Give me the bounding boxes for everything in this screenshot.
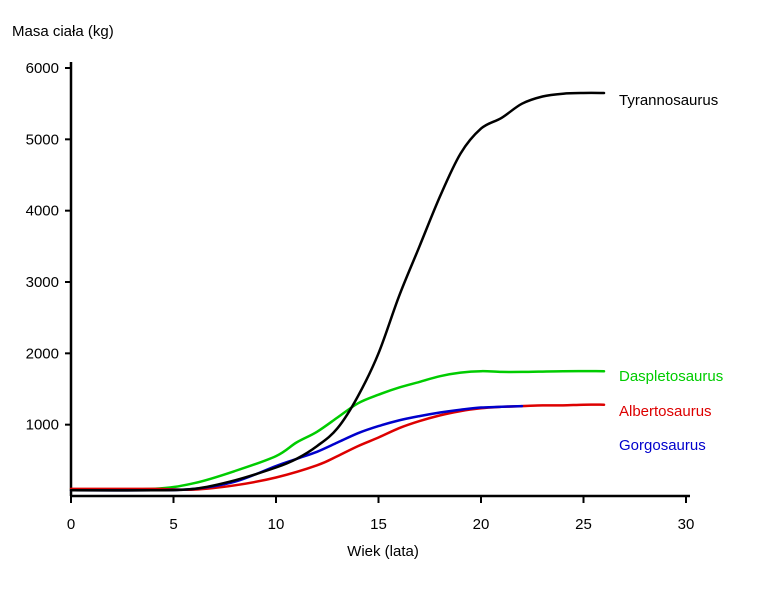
series-line-daspletosaurus xyxy=(69,369,606,491)
series-label-albertosaurus: Albertosaurus xyxy=(619,403,712,420)
y-tick-label: 5000 xyxy=(26,131,59,148)
y-axis-label: Masa ciała (kg) xyxy=(12,23,114,40)
series-label-gorgosaurus: Gorgosaurus xyxy=(619,437,706,454)
x-tick-label: 30 xyxy=(678,516,695,533)
y-tick-label: 1000 xyxy=(26,417,59,434)
series-labels: Daspletosaurus Albertosaurus Gorgosaurus Ty… xyxy=(619,92,723,454)
y-tick-label: 4000 xyxy=(26,203,59,220)
series-line-albertosaurus xyxy=(69,403,606,492)
axes xyxy=(65,62,690,503)
x-tick-label: 10 xyxy=(268,516,285,533)
x-tick-label: 0 xyxy=(67,516,75,533)
y-tick-label: 2000 xyxy=(26,345,59,362)
x-tick-label: 5 xyxy=(169,516,177,533)
series-lines xyxy=(69,91,606,492)
series-line-gorgosaurus xyxy=(69,404,524,492)
y-tick-label: 6000 xyxy=(26,60,59,77)
x-tick-label: 15 xyxy=(370,516,387,533)
y-tick-label: 3000 xyxy=(26,274,59,291)
x-tick-label: 25 xyxy=(575,516,592,533)
x-tick-label: 20 xyxy=(473,516,490,533)
tick-labels: 0 5 10 15 20 25 30 1000 2000 3000 4000 5000 6000 xyxy=(26,60,695,533)
series-label-daspletosaurus: Daspletosaurus xyxy=(619,368,723,385)
x-axis-label: Wiek (lata) xyxy=(347,543,419,560)
series-line-tyrannosaurus xyxy=(69,91,606,492)
series-label-tyrannosaurus: Tyrannosaurus xyxy=(619,92,718,109)
